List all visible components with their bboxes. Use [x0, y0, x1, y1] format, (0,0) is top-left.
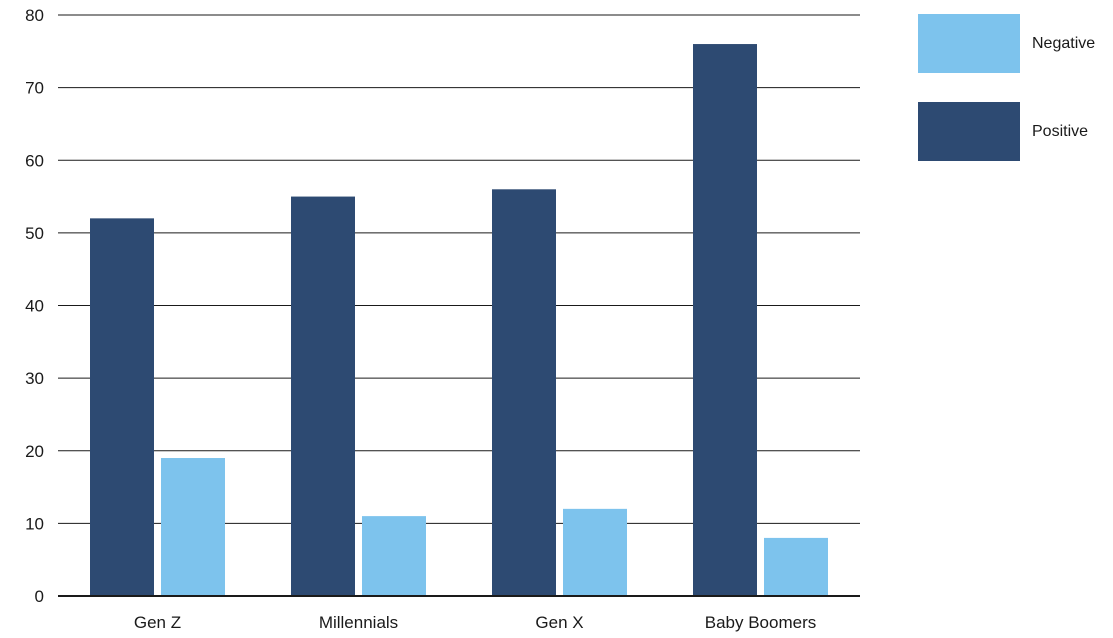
bar-positive-baby-boomers [693, 44, 757, 597]
bars [90, 44, 828, 597]
bar-negative-gen-x [563, 508, 627, 596]
y-axis-ticks: 0 10 20 30 40 50 60 70 80 [25, 6, 44, 606]
x-axis-labels: Gen Z Millennials Gen X Baby Boomers [134, 613, 816, 632]
y-tick-label: 50 [25, 224, 44, 243]
legend-item-positive: Positive [918, 102, 1108, 161]
y-tick-label: 80 [25, 6, 44, 25]
bar-positive-gen-x [492, 189, 556, 597]
x-category-label: Gen X [535, 613, 583, 632]
y-tick-label: 40 [25, 297, 44, 316]
bar-negative-millennials [362, 516, 426, 596]
x-category-label: Baby Boomers [705, 613, 817, 632]
legend: Negative Positive [918, 14, 1108, 190]
legend-label: Positive [1032, 123, 1089, 140]
y-tick-label: 0 [35, 587, 44, 606]
legend-swatch [918, 14, 1020, 73]
x-category-label: Millennials [319, 613, 398, 632]
y-tick-label: 10 [25, 514, 44, 533]
legend-label: Negative [1032, 35, 1096, 52]
bar-positive-millennials [291, 196, 355, 596]
bar-positive-gen-z [90, 218, 154, 596]
y-tick-label: 60 [25, 151, 44, 170]
y-tick-label: 30 [25, 369, 44, 388]
x-category-label: Gen Z [134, 613, 181, 632]
gridlines [58, 14, 860, 524]
bar-negative-gen-z [161, 458, 225, 596]
legend-item-negative: Negative [918, 14, 1108, 73]
legend-swatch [918, 102, 1020, 161]
y-tick-label: 70 [25, 79, 44, 98]
y-tick-label: 20 [25, 442, 44, 461]
bar-negative-baby-boomers [764, 537, 828, 596]
